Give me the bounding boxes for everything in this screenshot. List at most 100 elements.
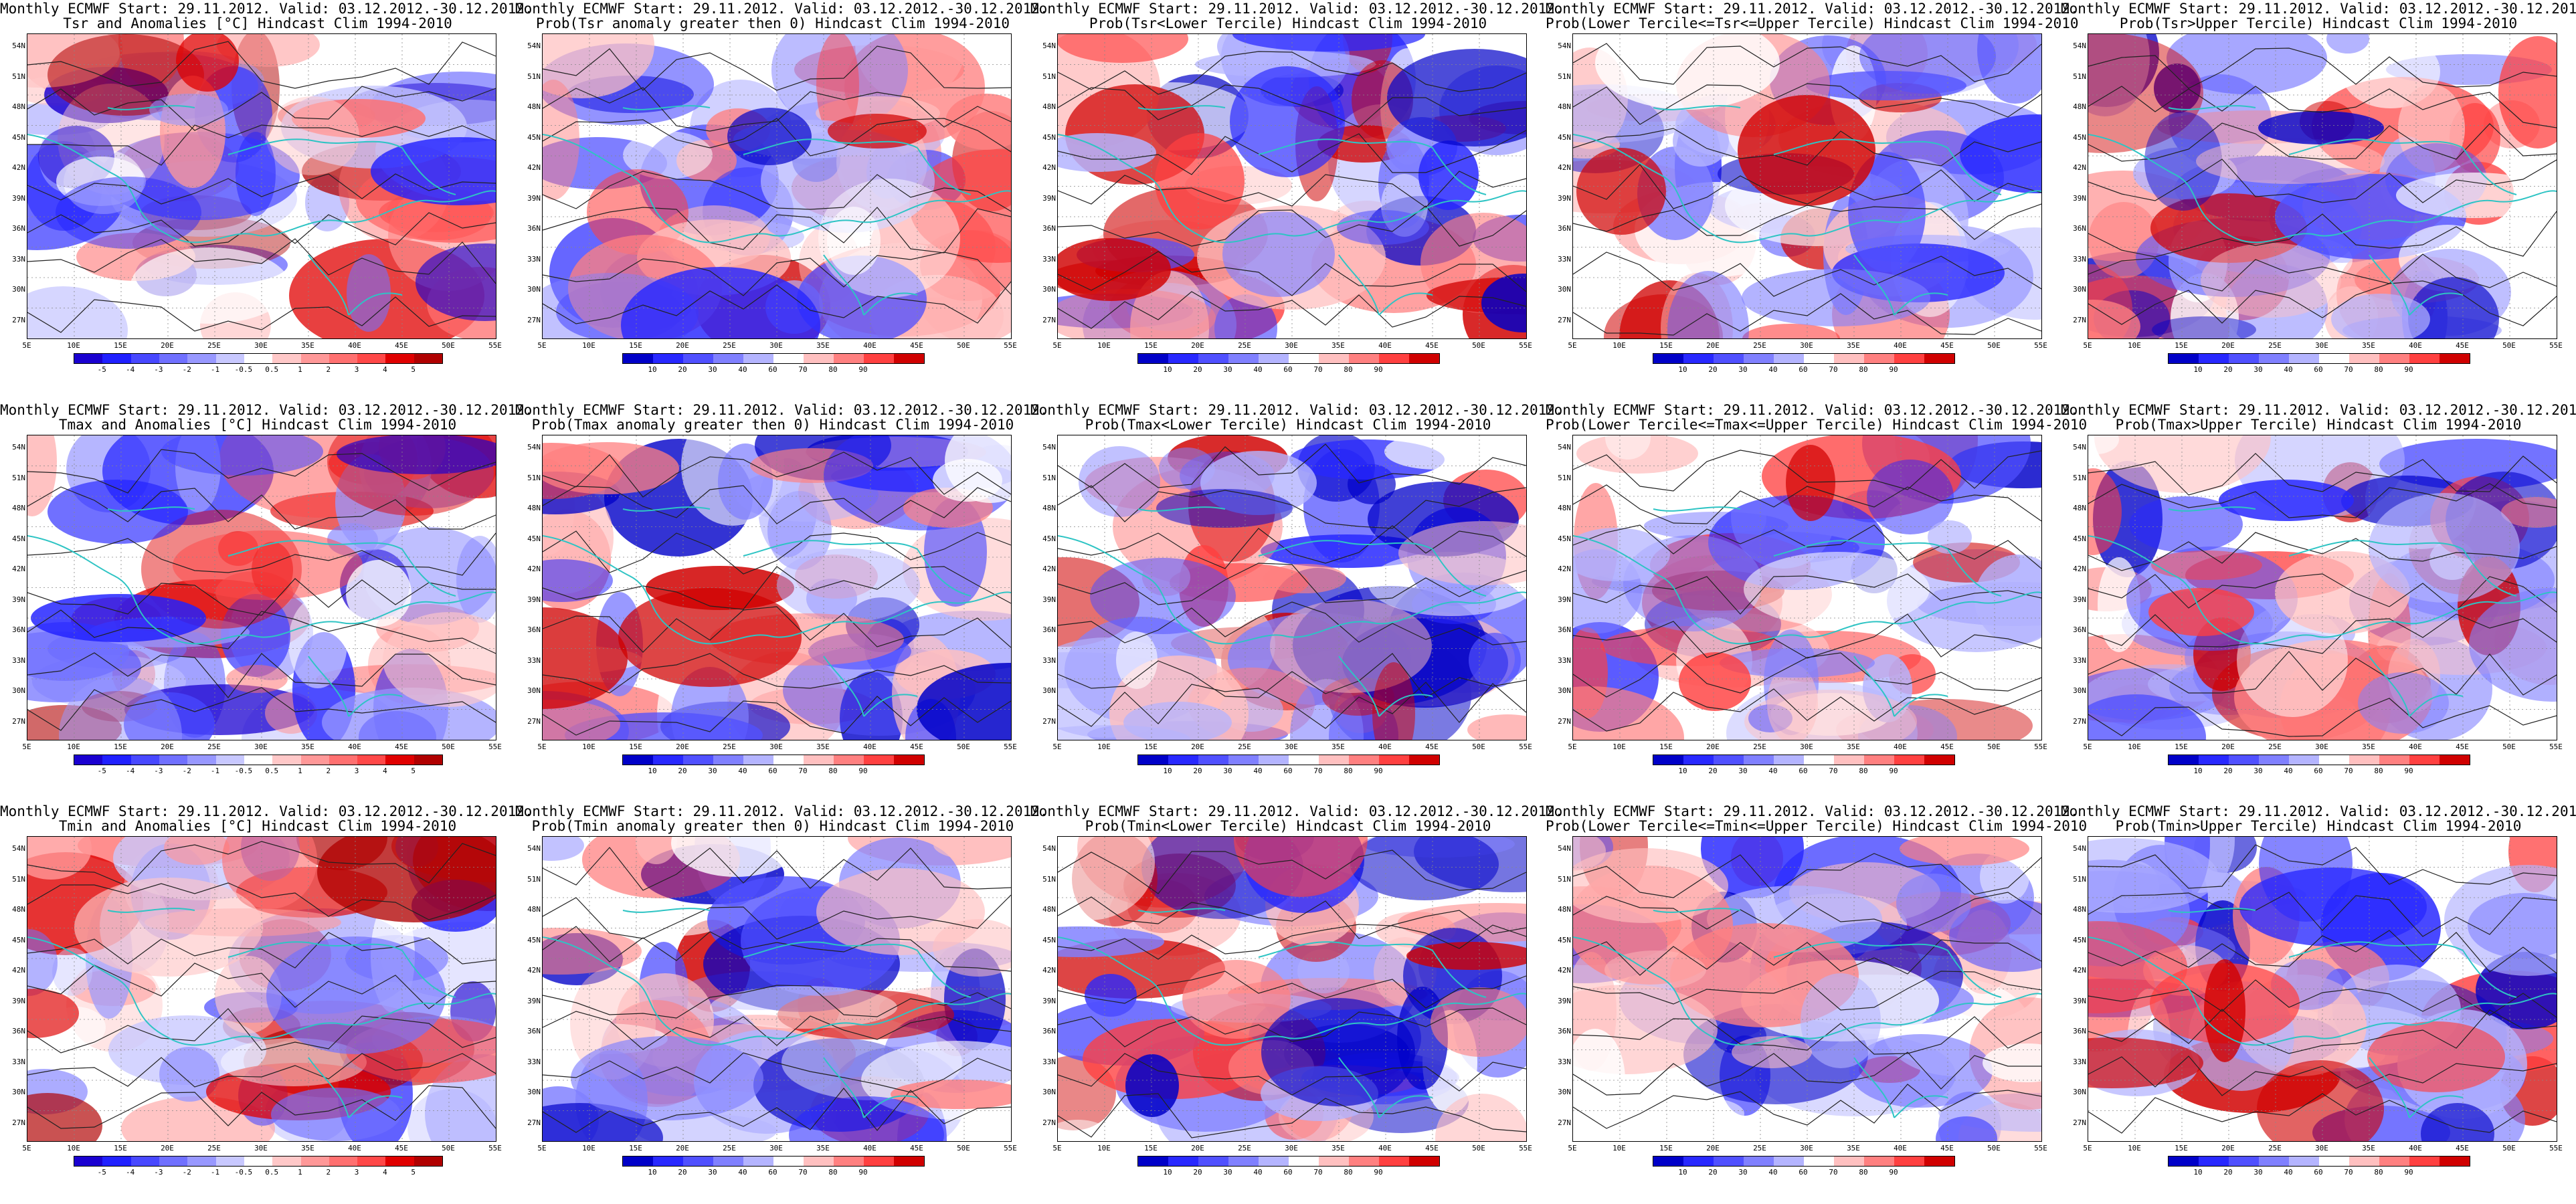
color-bar-label: -4 <box>125 1168 135 1177</box>
color-bar-segment <box>1653 755 1683 765</box>
map-frame <box>1572 435 2042 740</box>
latitude-tick-label: 36N <box>1558 1027 1571 1035</box>
latitude-tick-label: 42N <box>1042 966 1056 975</box>
latitude-tick-label: 51N <box>12 874 25 884</box>
latitude-tick-label: 54N <box>527 443 541 452</box>
color-bar-label: 10 <box>648 365 657 374</box>
longitude-tick-label: 45E <box>1425 1144 1439 1152</box>
color-bar-label: 10 <box>1678 1168 1687 1177</box>
color-bar-label: -5 <box>97 365 106 374</box>
latitude-tick-label: 42N <box>12 966 25 975</box>
color-bar-segment <box>1319 755 1349 765</box>
latitude-tick-label: 27N <box>1042 1118 1056 1127</box>
color-bar-label: -3 <box>154 1168 163 1177</box>
color-bar-segment <box>683 1157 713 1166</box>
color-bar-segment <box>2319 1157 2349 1166</box>
color-bar-segment <box>1379 354 1409 363</box>
longitude-tick-label: 55E <box>1004 1144 1017 1152</box>
color-bar-segment <box>804 354 834 363</box>
panel-title-run-info: Monthly ECMWF Start: 29.11.2012. Valid: … <box>0 1 533 17</box>
color-bar-segment <box>1924 1157 1954 1166</box>
color-bar-segment <box>2229 354 2259 363</box>
color-bar-segment <box>713 755 743 765</box>
latitude-tick-label: 42N <box>2073 966 2086 975</box>
latitude-tick-label: 42N <box>1042 565 1056 573</box>
color-bar-label: 40 <box>2284 1168 2293 1177</box>
color-bar <box>2168 755 2470 765</box>
color-bar-segment <box>1653 354 1683 363</box>
color-bar-label: 3 <box>354 365 359 374</box>
latitude-tick-label: 36N <box>2073 224 2086 233</box>
color-bar <box>74 755 443 765</box>
color-bar-segment <box>1774 354 1804 363</box>
longitude-tick-label: 5E <box>1052 341 1062 350</box>
map-panel: Monthly ECMWF Start: 29.11.2012. Valid: … <box>1546 0 2079 401</box>
latitude-tick-label: 30N <box>12 1088 25 1096</box>
latitude-tick-label: 42N <box>2073 565 2086 573</box>
color-bar-segment <box>300 1157 329 1166</box>
longitude-tick-label: 35E <box>1331 341 1345 350</box>
color-bar-segment <box>834 755 864 765</box>
latitude-tick-label: 36N <box>527 224 541 233</box>
map-panel: Monthly ECMWF Start: 29.11.2012. Valid: … <box>1030 803 1564 1204</box>
latitude-tick-label: 45N <box>12 132 25 142</box>
longitude-tick-label: 50E <box>1472 341 1485 350</box>
latitude-tick-label: 45N <box>1558 534 1571 543</box>
latitude-tick-label: 33N <box>1558 1057 1571 1066</box>
panel-title-run-info: Monthly ECMWF Start: 29.11.2012. Valid: … <box>515 803 1048 819</box>
color-bar-segment <box>2169 354 2199 363</box>
map-canvas <box>2088 34 2557 338</box>
latitude-tick-label: 48N <box>1558 102 1571 111</box>
longitude-tick-label: 40E <box>863 742 877 751</box>
map-panel: Monthly ECMWF Start: 29.11.2012. Valid: … <box>2061 401 2576 803</box>
color-bar-label: 40 <box>1253 1168 1263 1177</box>
longitude-tick-label: 5E <box>1568 1144 1577 1152</box>
longitude-tick-label: 55E <box>2549 341 2563 350</box>
longitude-tick-label: 30E <box>2315 742 2328 751</box>
longitude-tick-label: 20E <box>1706 742 1720 751</box>
longitude-tick-label: 25E <box>1753 341 1766 350</box>
latitude-tick-label: 42N <box>12 163 25 172</box>
color-bar-segment <box>653 755 683 765</box>
latitude-tick-label: 27N <box>527 716 541 726</box>
latitude-tick-label: 54N <box>2073 844 2086 853</box>
color-bar-segment <box>1138 354 1168 363</box>
map-panel: Monthly ECMWF Start: 29.11.2012. Valid: … <box>515 0 1048 401</box>
latitude-tick-label: 51N <box>1042 473 1056 482</box>
map-panel: Monthly ECMWF Start: 29.11.2012. Valid: … <box>1546 401 2087 803</box>
longitude-tick-label: 25E <box>1238 1144 1251 1152</box>
color-bar-label: 10 <box>648 1168 657 1177</box>
latitude-tick-label: 33N <box>12 1057 25 1066</box>
color-bar-segment <box>272 755 301 765</box>
color-bar-label: 60 <box>1799 1168 1808 1177</box>
latitude-tick-label: 51N <box>1558 72 1571 81</box>
color-bar-label: 60 <box>1283 1168 1293 1177</box>
latitude-tick-label: 45N <box>1558 132 1571 142</box>
map-frame <box>27 435 496 740</box>
color-bar-label: -0.5 <box>234 767 253 775</box>
longitude-tick-label: 20E <box>676 1144 689 1152</box>
longitude-tick-label: 50E <box>442 1144 455 1152</box>
color-bar-label: 40 <box>1768 365 1778 374</box>
latitude-tick-label: 39N <box>1042 996 1056 1005</box>
color-bar-segment <box>1924 354 1954 363</box>
color-bar-label: 90 <box>2404 1168 2413 1177</box>
latitude-tick-label: 33N <box>1042 254 1056 264</box>
color-bar-label: 60 <box>768 365 777 374</box>
color-bar <box>1653 1156 1955 1167</box>
longitude-tick-label: 40E <box>1894 742 1907 751</box>
longitude-tick-label: 15E <box>629 341 642 350</box>
color-bar-segment <box>130 1157 159 1166</box>
color-bar-segment <box>834 354 864 363</box>
latitude-tick-label: 54N <box>1558 41 1571 50</box>
latitude-tick-label: 42N <box>1558 565 1571 573</box>
map-panel: Monthly ECMWF Start: 29.11.2012. Valid: … <box>2061 803 2576 1204</box>
color-bar-label: 30 <box>1738 1168 1748 1177</box>
color-bar-label: 10 <box>648 767 657 775</box>
panel-title-variable: Prob(Tsr anomaly greater then 0) Hindcas… <box>535 15 1010 31</box>
map-panel: Monthly ECMWF Start: 29.11.2012. Valid: … <box>0 0 533 401</box>
color-bar-label: 90 <box>1374 767 1383 775</box>
color-bar-segment <box>2379 1157 2409 1166</box>
color-bar-segment <box>683 755 713 765</box>
